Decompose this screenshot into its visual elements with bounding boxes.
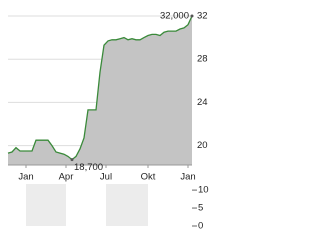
y-tick-label: 24 [197,97,208,108]
x-tick-label: Okt [141,172,156,183]
x-tick-label: Jan [180,172,195,183]
annotation-marker [190,14,194,18]
x-tick-label: Jul [100,172,112,183]
quarter-band [26,184,66,226]
y-tick-label: 0 [198,221,203,232]
y-tick-label: 32 [197,11,208,22]
price-line [7,15,193,161]
quarter-band [106,184,148,226]
y-tick-label: 28 [197,54,208,65]
chart: 20 24 28 32 Jan Apr Jul Okt Jan 32,000 18,700 10 5 0 [7,11,209,232]
annotation-label: 18,700 [74,162,103,173]
y-tick-label: 5 [198,203,203,214]
annotation-label: 32,000 [160,11,189,22]
x-tick-label: Apr [59,172,74,183]
annotation-marker [70,158,74,162]
x-tick-label: Jan [18,172,33,183]
area-fill [8,16,192,165]
y-tick-label: 10 [198,185,209,196]
y-tick-label: 20 [197,140,208,151]
